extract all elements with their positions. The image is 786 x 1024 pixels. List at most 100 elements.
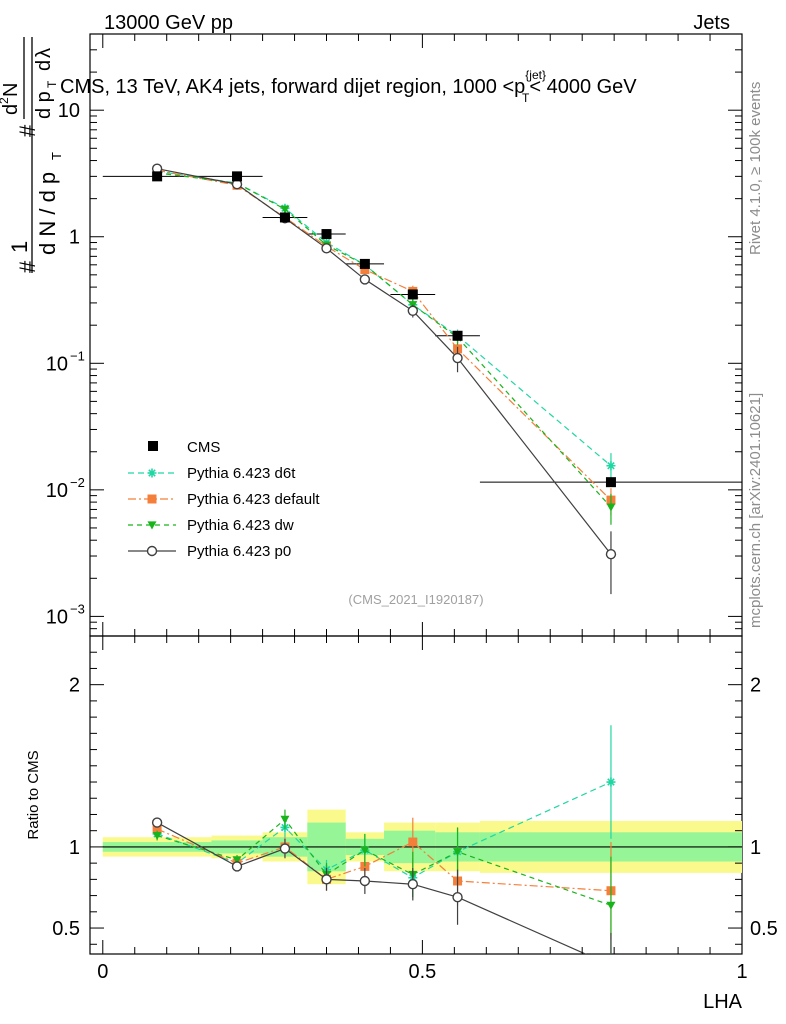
ratio-y-label-right: 2 — [750, 675, 761, 697]
cms-marker — [359, 258, 370, 269]
ratio-marker-1 — [408, 837, 418, 847]
ratio-line-3 — [156, 822, 587, 954]
ratio-line-2 — [156, 818, 612, 906]
ratio-marker-3 — [231, 861, 243, 872]
svg-text:d: d — [33, 60, 55, 71]
ratio-marker-0 — [606, 777, 616, 787]
svg-text:#: # — [15, 124, 40, 137]
cms-marker — [407, 289, 418, 300]
legend-label-2: Pythia 6.423 dw — [187, 517, 294, 534]
svg-text:d: d — [0, 104, 22, 115]
legend: CMS Pythia 6.423 d6t Pythia 6.423 default… — [128, 439, 320, 560]
ratio-y-label-right: 0.5 — [750, 918, 778, 940]
ratio-marker-3 — [606, 961, 615, 970]
header-left: 13000 GeV pp — [104, 12, 233, 34]
legend-label-1: Pythia 6.423 default — [187, 491, 320, 508]
ratio-marker-3 — [321, 874, 332, 885]
svg-text:N: N — [0, 83, 22, 97]
cms-marker — [232, 171, 243, 182]
ratio-marker-2 — [606, 901, 616, 910]
legend-label-3: Pythia 6.423 p0 — [187, 543, 291, 560]
svg-text:d p: d p — [33, 91, 55, 119]
series-marker-3 — [407, 305, 419, 316]
x-tick-label: 0 — [97, 961, 108, 983]
ratio-ylabel: Ratio to CMS — [25, 750, 42, 839]
y-tick-label: 1 — [69, 227, 80, 249]
ratio-series-group — [151, 725, 616, 970]
series-marker-3 — [321, 243, 332, 254]
y-tick-label: 10 — [46, 353, 68, 375]
main-ylabel: # 1 d N / d p T # d 2 N d p T d λ — [0, 37, 64, 273]
series-marker-0 — [606, 461, 616, 471]
legend-marker-1 — [147, 494, 157, 504]
legend-marker-3 — [146, 545, 158, 557]
ratio-marker-3 — [407, 879, 419, 890]
series-marker-2 — [280, 205, 290, 214]
legend-label-0: Pythia 6.423 d6t — [187, 465, 296, 482]
ratio-marker-1 — [152, 824, 162, 834]
ratio-marker-3 — [151, 817, 163, 828]
legend-marker-2 — [147, 521, 157, 530]
ratio-line-0 — [156, 781, 612, 879]
svg-text:d N / d p: d N / d p — [35, 172, 60, 255]
ratio-marker-2 — [152, 831, 162, 841]
ratio-frame — [89, 635, 743, 955]
series-line-1 — [157, 169, 612, 501]
svg-text:λ: λ — [33, 48, 55, 58]
cms-marker — [279, 212, 290, 223]
header-right: Jets — [693, 12, 730, 34]
ratio-content — [102, 725, 742, 970]
svg-text:2: 2 — [0, 97, 11, 104]
y-tick-exponent: −1 — [70, 348, 85, 363]
ratio-y-label-right: 1 — [750, 837, 761, 859]
svg-text:T: T — [45, 80, 59, 88]
ratio-marker-2 — [453, 848, 463, 857]
main-content — [102, 163, 742, 595]
main-title: CMS, 13 TeV, AK4 jets, forward dijet reg… — [60, 68, 637, 105]
legend-marker-cms — [148, 441, 158, 451]
y-tick-label: 10 — [46, 480, 68, 502]
ratio-y-label-left: 1 — [69, 837, 80, 859]
svg-text:#: # — [15, 260, 40, 273]
svg-text:T: T — [49, 152, 64, 160]
cms-marker — [152, 171, 163, 182]
ratio-marker-3 — [359, 875, 371, 887]
series-marker-2 — [606, 503, 616, 512]
legend-label-cms: CMS — [187, 439, 220, 456]
ratio-marker-3 — [452, 892, 463, 903]
x-axis-label: LHA — [703, 991, 743, 1013]
ratio-marker-3 — [279, 843, 291, 854]
ratio-line-1 — [156, 828, 611, 892]
svg-text:1: 1 — [7, 241, 32, 253]
rivet-label: Rivet 4.1.0, ≥ 100k events — [747, 82, 764, 255]
ratio-y-label-left: 2 — [69, 675, 80, 697]
y-tick-exponent: −3 — [70, 601, 85, 616]
watermark: (CMS_2021_I1920187) — [348, 592, 483, 607]
y-tick-exponent: −2 — [70, 475, 85, 490]
ratio-marker-2 — [280, 815, 290, 824]
series-marker-3 — [452, 352, 463, 364]
ratio-y-label-left: 0.5 — [52, 918, 80, 940]
series-marker-3 — [359, 274, 371, 285]
x-tick-label: 0.5 — [408, 961, 436, 983]
series-marker-3 — [605, 549, 617, 560]
cms-marker — [605, 477, 616, 488]
mcplots-label: mcplots.cern.ch [arXiv:2401.10621] — [747, 393, 764, 628]
series-marker-1 — [360, 265, 370, 275]
y-tick-label: 10 — [46, 606, 68, 628]
x-tick-label: 1 — [736, 961, 747, 983]
ratio-marker-2 — [360, 846, 370, 855]
series-line-2 — [157, 172, 612, 508]
cms-marker — [452, 330, 463, 341]
ratio-marker-2 — [232, 856, 242, 865]
legend-marker-0 — [147, 468, 157, 478]
series-line-3 — [157, 168, 612, 555]
series-line-0 — [157, 170, 612, 467]
y-tick-label: 10 — [58, 100, 80, 122]
cms-marker — [321, 229, 332, 240]
